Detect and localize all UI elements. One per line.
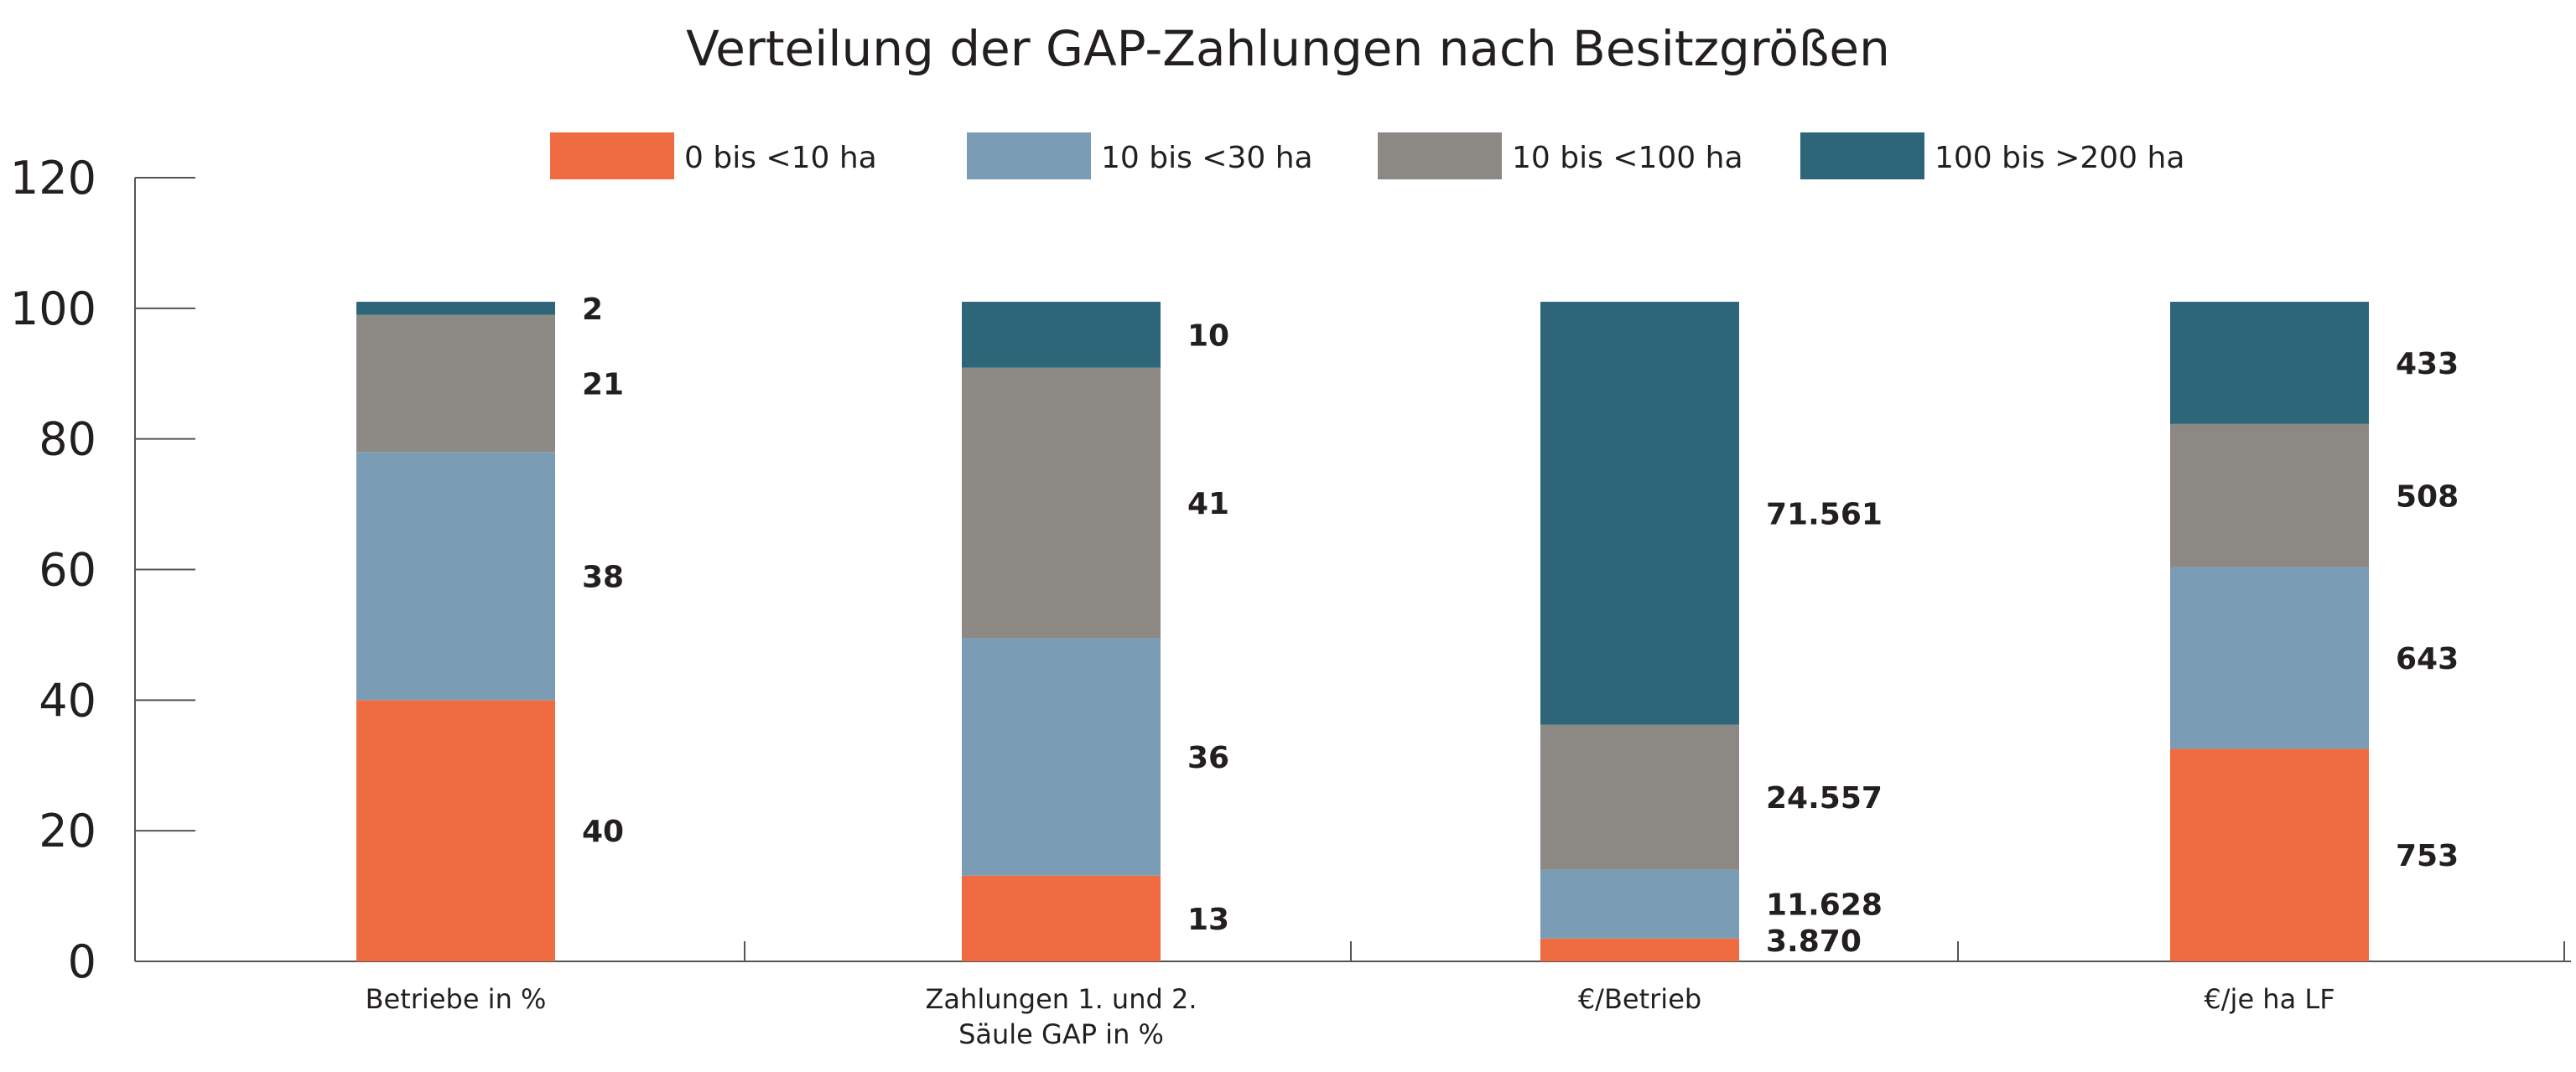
bar-segment [2170,567,2369,749]
category-label: Betriebe in % [366,983,547,1015]
legend-swatch [1378,132,1502,179]
category-label: €/Betrieb [1578,983,1701,1015]
bar-segment [2170,748,2369,961]
bar-segment [1540,302,1739,725]
legend-label: 100 bis >200 ha [1935,141,2184,175]
legend-label: 10 bis <30 ha [1101,141,1313,175]
category-label: Zahlungen 1. und 2. [926,983,1197,1015]
bar-segment [2170,423,2369,567]
y-tick-label: 80 [39,413,96,466]
chart-title: Verteilung der GAP-Zahlungen nach Besitz… [686,20,1890,77]
data-label: 38 [582,560,624,594]
category-label: €/je ha LF [2204,983,2334,1015]
bar-segment [962,875,1161,961]
data-label: 36 [1187,741,1229,775]
legend-swatch [550,132,674,179]
data-label: 2 [582,293,603,327]
bar-segment [1540,724,1739,870]
y-tick-label: 100 [10,282,96,335]
data-label: 508 [2396,479,2459,514]
bar-segment [1540,938,1739,961]
bar-segment [356,302,555,315]
bar-segment [962,638,1161,876]
y-tick-label: 20 [39,805,96,857]
legend-label: 0 bis <10 ha [684,141,877,175]
legend: 0 bis <10 ha 10 bis <30 ha 10 bis <100 ha 1… [550,132,2184,179]
data-label: 40 [582,815,624,849]
data-label: 10 [1187,318,1229,353]
data-label: 71.561 [1766,497,1883,531]
data-label: 3.870 [1766,924,1862,959]
bar-segment [962,302,1161,368]
legend-label: 10 bis <100 ha [1512,141,1743,175]
data-label: 433 [2396,347,2459,381]
y-tick-label: 120 [10,152,96,205]
bar-segment [962,367,1161,639]
data-label: 643 [2396,642,2459,676]
data-label: 41 [1187,487,1229,521]
data-label: 24.557 [1766,781,1883,816]
bar-segment [356,452,555,701]
legend-swatch [1800,132,1924,179]
data-label: 21 [582,367,624,401]
category-label: Säule GAP in % [958,1018,1164,1050]
data-label: 753 [2396,839,2459,873]
bar-segment [356,700,555,961]
y-tick-label: 0 [68,935,96,988]
axes: 0 20 40 60 80 100 120 Betriebe in % Zahlungen 1.… [10,152,2571,1050]
bar-segment [2170,302,2369,424]
y-tick-label: 40 [39,674,96,727]
y-tick-label: 60 [39,544,96,597]
bar-segment [1540,869,1739,939]
bar-segment [356,314,555,453]
data-label: 13 [1187,903,1229,937]
legend-swatch [967,132,1091,179]
data-label: 11.628 [1766,888,1883,923]
